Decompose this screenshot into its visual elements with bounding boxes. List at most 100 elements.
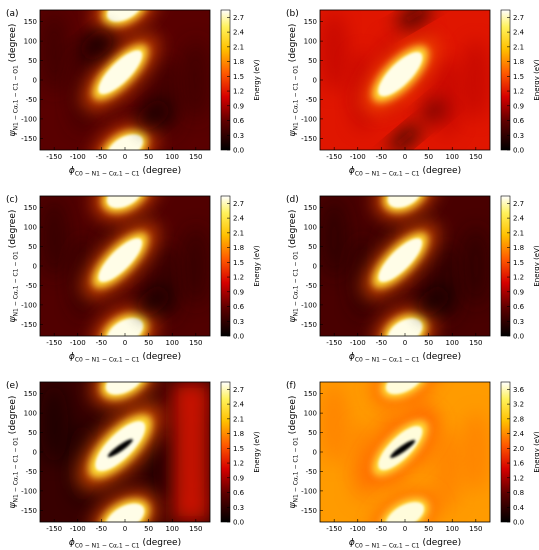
x-tick-label: 0 [123,153,127,161]
y-tick-label: -100 [21,487,37,495]
energy-maximum [385,382,425,395]
colorbar-tick-label: 2.1 [233,229,244,237]
y-tick-label: 0 [313,449,317,457]
panel-label: (f) [286,381,296,391]
colorbar-tick-label: 1.2 [233,274,244,282]
y-tick-label: -100 [301,301,317,309]
heatmap-area [40,196,210,336]
colorbar [220,9,231,151]
y-tick-label: 50 [308,243,317,251]
x-tick-label: 0 [403,339,407,347]
x-axis-label: ϕC0 − N1 − Cα,1 − C1 (degree) [69,166,181,178]
energy-minimum [80,29,113,61]
colorbar-label: Energy (eV) [533,59,539,101]
x-tick-label: 100 [446,339,459,347]
y-tick-label: -150 [301,135,317,143]
energy-core [107,439,133,458]
x-tick-label: -100 [70,525,86,533]
y-axis-label: ψN1 − Cα,1 − C1 − O1(degree) [8,396,20,509]
contour-texture [320,198,349,278]
colorbar-tick-label: 2.4 [513,29,525,37]
contour-texture [40,12,69,92]
panel-a: -150 -100 -50 0 50 100 150 150 100 50 0 -50 -100 -150… [6,9,261,178]
y-tick-label: 0 [33,263,37,271]
colorbar [500,381,511,523]
y-tick-label: 100 [24,38,37,46]
y-tick-label: -100 [21,301,37,309]
contour-texture [320,12,349,92]
colorbar-label: Energy (eV) [533,245,539,287]
x-tick-label: -100 [70,339,86,347]
panel-label: (d) [286,195,299,205]
colorbar-tick-label: 2.1 [233,43,244,51]
y-tick-label: -100 [301,115,317,123]
y-tick-label: -150 [21,321,37,329]
x-tick-label: -150 [326,339,342,347]
y-tick-label: 150 [24,390,37,398]
y-tick-label: 50 [28,429,37,437]
panel-f: -150 -100 -50 0 50 100 150 150 100 50 0 -50 -100 -150… [286,381,539,550]
colorbar-tick-label: 0.6 [513,117,525,125]
y-tick-label: 100 [304,38,317,46]
x-tick-label: 150 [189,339,202,347]
y-tick-label: 0 [33,77,37,85]
energy-maximum [106,196,144,209]
panel-b: -150 -100 -50 0 50 100 150 150 100 50 0 -50 -100 -150… [286,9,539,178]
colorbar-tick-label: 0.3 [233,318,244,326]
colorbar-tick-label: 1.8 [233,430,244,438]
colorbar-tick-label: 0.4 [513,504,525,512]
x-tick-label: 0 [123,339,127,347]
colorbar-tick-label: 1.8 [233,244,244,252]
energy-minimum [417,285,450,317]
colorbar-tick-label: 2.0 [513,445,524,453]
contour-texture [68,51,97,132]
colorbar-tick-label: 0.3 [233,504,244,512]
colorbar-tick-label: 2.1 [513,229,524,237]
y-tick-label: 100 [304,224,317,232]
x-tick-label: 100 [166,153,179,161]
energy-band [172,382,210,522]
x-tick-label: 50 [144,339,153,347]
energy-maximum [105,503,145,522]
colorbar-tick-label: 1.5 [233,73,244,81]
y-tick-label: -150 [21,135,37,143]
x-tick-label: 150 [189,525,202,533]
panel-e: -150 -100 -50 0 50 100 150 150 100 50 0 -50 -100 -150… [6,381,261,550]
energy-maximum [98,238,143,283]
y-tick-label: -100 [301,487,317,495]
x-tick-label: 100 [166,339,179,347]
x-axis-label: ϕC0 − N1 − Cα,1 − C1 (degree) [69,352,181,364]
energy-maximum [98,50,143,95]
panel-label: (b) [286,9,299,19]
x-tick-label: -100 [70,153,86,161]
x-tick-label: 0 [123,525,127,533]
colorbar-tick-label: 0.6 [233,303,245,311]
energy-maximum [105,382,145,395]
colorbar-tick-label: 2.7 [233,386,244,394]
x-axis-label: ϕC0 − N1 − Cα,1 − C1 (degree) [69,538,181,550]
contour-texture [461,226,490,306]
x-tick-label: 50 [424,153,433,161]
y-axis-label: ψN1 − Cα,1 − C1 − O1(degree) [288,210,300,323]
energy-maximum [387,196,423,208]
colorbar-tick-label: 1.6 [513,460,525,468]
colorbar-tick-label: 0.9 [513,102,524,110]
colorbar-tick-label: 1.5 [233,445,244,453]
energy-maximum [106,317,144,336]
colorbar-tick-label: 0.6 [233,117,245,125]
heatmap-area [40,382,210,522]
colorbar-tick-label: 1.8 [513,244,524,252]
x-tick-label: -50 [96,339,107,347]
colorbar-tick-label: 0.9 [513,288,524,296]
x-tick-label: 100 [446,525,459,533]
x-tick-label: -150 [326,525,342,533]
panel-d: -150 -100 -50 0 50 100 150 150 100 50 0 -50 -100 -150… [286,195,539,364]
y-tick-label: 150 [24,18,37,26]
colorbar-tick-label: 1.5 [513,73,524,81]
colorbar-tick-label: 2.1 [513,43,524,51]
heatmap-area [320,10,490,150]
x-axis-label: ϕC0 − N1 − Cα,1 − C1 (degree) [349,166,461,178]
colorbar-tick-label: 1.5 [513,259,524,267]
y-tick-label: 50 [28,243,37,251]
